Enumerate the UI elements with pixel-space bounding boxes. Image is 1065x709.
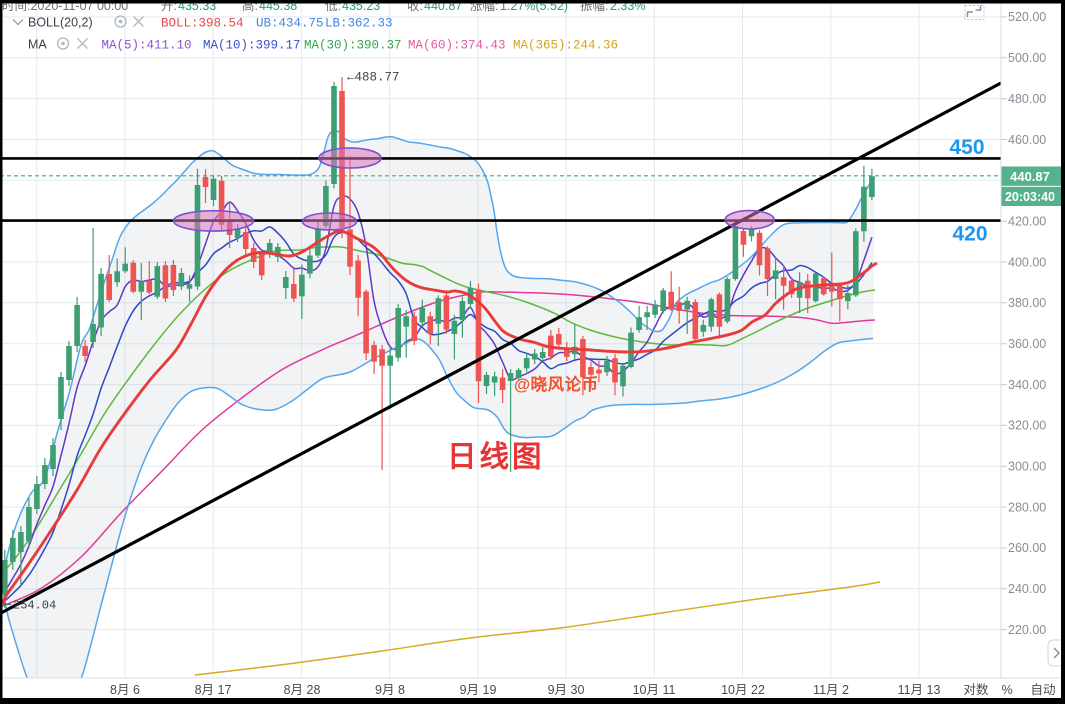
svg-text:%: %	[1001, 683, 1012, 697]
svg-text:11月 2: 11月 2	[813, 683, 849, 697]
svg-text:520.00: 520.00	[1008, 10, 1046, 24]
svg-text:8月 28: 8月 28	[284, 683, 321, 697]
svg-text:日线图: 日线图	[447, 441, 545, 474]
svg-text:MA(5):411.10: MA(5):411.10	[102, 39, 192, 53]
svg-text:360.00: 360.00	[1008, 337, 1046, 351]
svg-text:400.00: 400.00	[1008, 255, 1046, 269]
svg-text:260.00: 260.00	[1008, 541, 1046, 555]
svg-text:480.00: 480.00	[1008, 92, 1046, 106]
svg-text:280.00: 280.00	[1008, 500, 1046, 514]
svg-text:MA(365):244.36: MA(365):244.36	[513, 39, 618, 53]
svg-text:11月 13: 11月 13	[898, 683, 941, 697]
svg-text:300.00: 300.00	[1008, 460, 1046, 474]
svg-text:9月 8: 9月 8	[375, 683, 405, 697]
svg-text:LB:362.33: LB:362.33	[325, 17, 393, 31]
svg-text:9月 30: 9月 30	[548, 683, 585, 697]
svg-text:自动: 自动	[1030, 683, 1055, 697]
svg-text:BOLL:398.54: BOLL:398.54	[161, 17, 244, 31]
svg-text:10月 11: 10月 11	[633, 683, 676, 697]
svg-text:20:03:40: 20:03:40	[1005, 190, 1055, 204]
svg-text:340.00: 340.00	[1008, 378, 1046, 392]
svg-text:BOLL(20,2): BOLL(20,2)	[28, 16, 93, 30]
svg-text:500.00: 500.00	[1008, 51, 1046, 65]
svg-text:380.00: 380.00	[1008, 296, 1046, 310]
svg-text:MA: MA	[28, 38, 47, 52]
svg-text:220.00: 220.00	[1008, 623, 1046, 637]
svg-text:240.00: 240.00	[1008, 582, 1046, 596]
svg-text:←488.77: ←488.77	[347, 71, 400, 85]
svg-text:MA(10):399.17: MA(10):399.17	[203, 39, 301, 53]
svg-text:MA(30):390.37: MA(30):390.37	[304, 39, 402, 53]
svg-text:8月 17: 8月 17	[195, 683, 232, 697]
svg-text:对数: 对数	[963, 682, 989, 697]
svg-text:420.00: 420.00	[1008, 215, 1046, 229]
svg-text:420: 420	[952, 223, 987, 246]
svg-text:UB:434.75: UB:434.75	[256, 17, 324, 31]
svg-text:320.00: 320.00	[1008, 419, 1046, 433]
svg-text:8月 6: 8月 6	[110, 683, 140, 697]
svg-text:450: 450	[949, 136, 984, 159]
svg-text:460.00: 460.00	[1008, 133, 1046, 147]
svg-text:254.04: 254.04	[13, 599, 56, 613]
svg-text:9月 19: 9月 19	[460, 683, 497, 697]
svg-text:440.87: 440.87	[1010, 169, 1050, 184]
svg-text:10月 22: 10月 22	[721, 683, 765, 697]
svg-text:@晓风论币: @晓风论币	[514, 374, 599, 394]
svg-text:MA(60):374.43: MA(60):374.43	[408, 39, 506, 53]
